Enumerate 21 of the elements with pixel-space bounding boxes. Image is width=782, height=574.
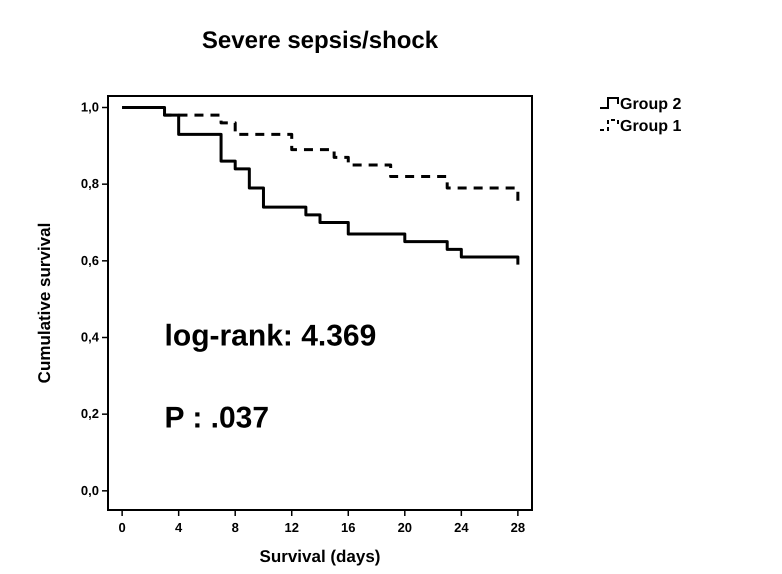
- y-tick-label: 0,8: [80, 176, 99, 192]
- x-tick-label: 8: [232, 520, 239, 535]
- legend-label: Group 2: [620, 96, 682, 113]
- y-axis-title: Cumulative survival: [35, 222, 54, 384]
- x-tick-label: 28: [510, 520, 526, 535]
- legend-label: Group 1: [620, 118, 682, 135]
- x-tick-label: 16: [341, 520, 356, 535]
- y-tick-label: 0,6: [80, 252, 99, 268]
- chart-title: Severe sepsis/shock: [202, 27, 439, 54]
- y-tick-label: 1,0: [80, 100, 99, 114]
- x-tick-label: 12: [284, 520, 299, 535]
- y-tick-label: 0,4: [80, 330, 100, 344]
- x-tick-label: 24: [454, 520, 470, 535]
- x-tick-label: 0: [118, 520, 126, 535]
- y-tick-label: 0,2: [80, 406, 99, 422]
- y-tick-label: 0,0: [80, 482, 99, 498]
- x-axis-title: Survival (days): [260, 547, 380, 566]
- annotation: P : .037: [164, 402, 270, 434]
- x-tick-label: 4: [175, 520, 184, 535]
- annotation: log-rank: 4.369: [164, 320, 376, 352]
- x-tick-label: 20: [398, 520, 412, 535]
